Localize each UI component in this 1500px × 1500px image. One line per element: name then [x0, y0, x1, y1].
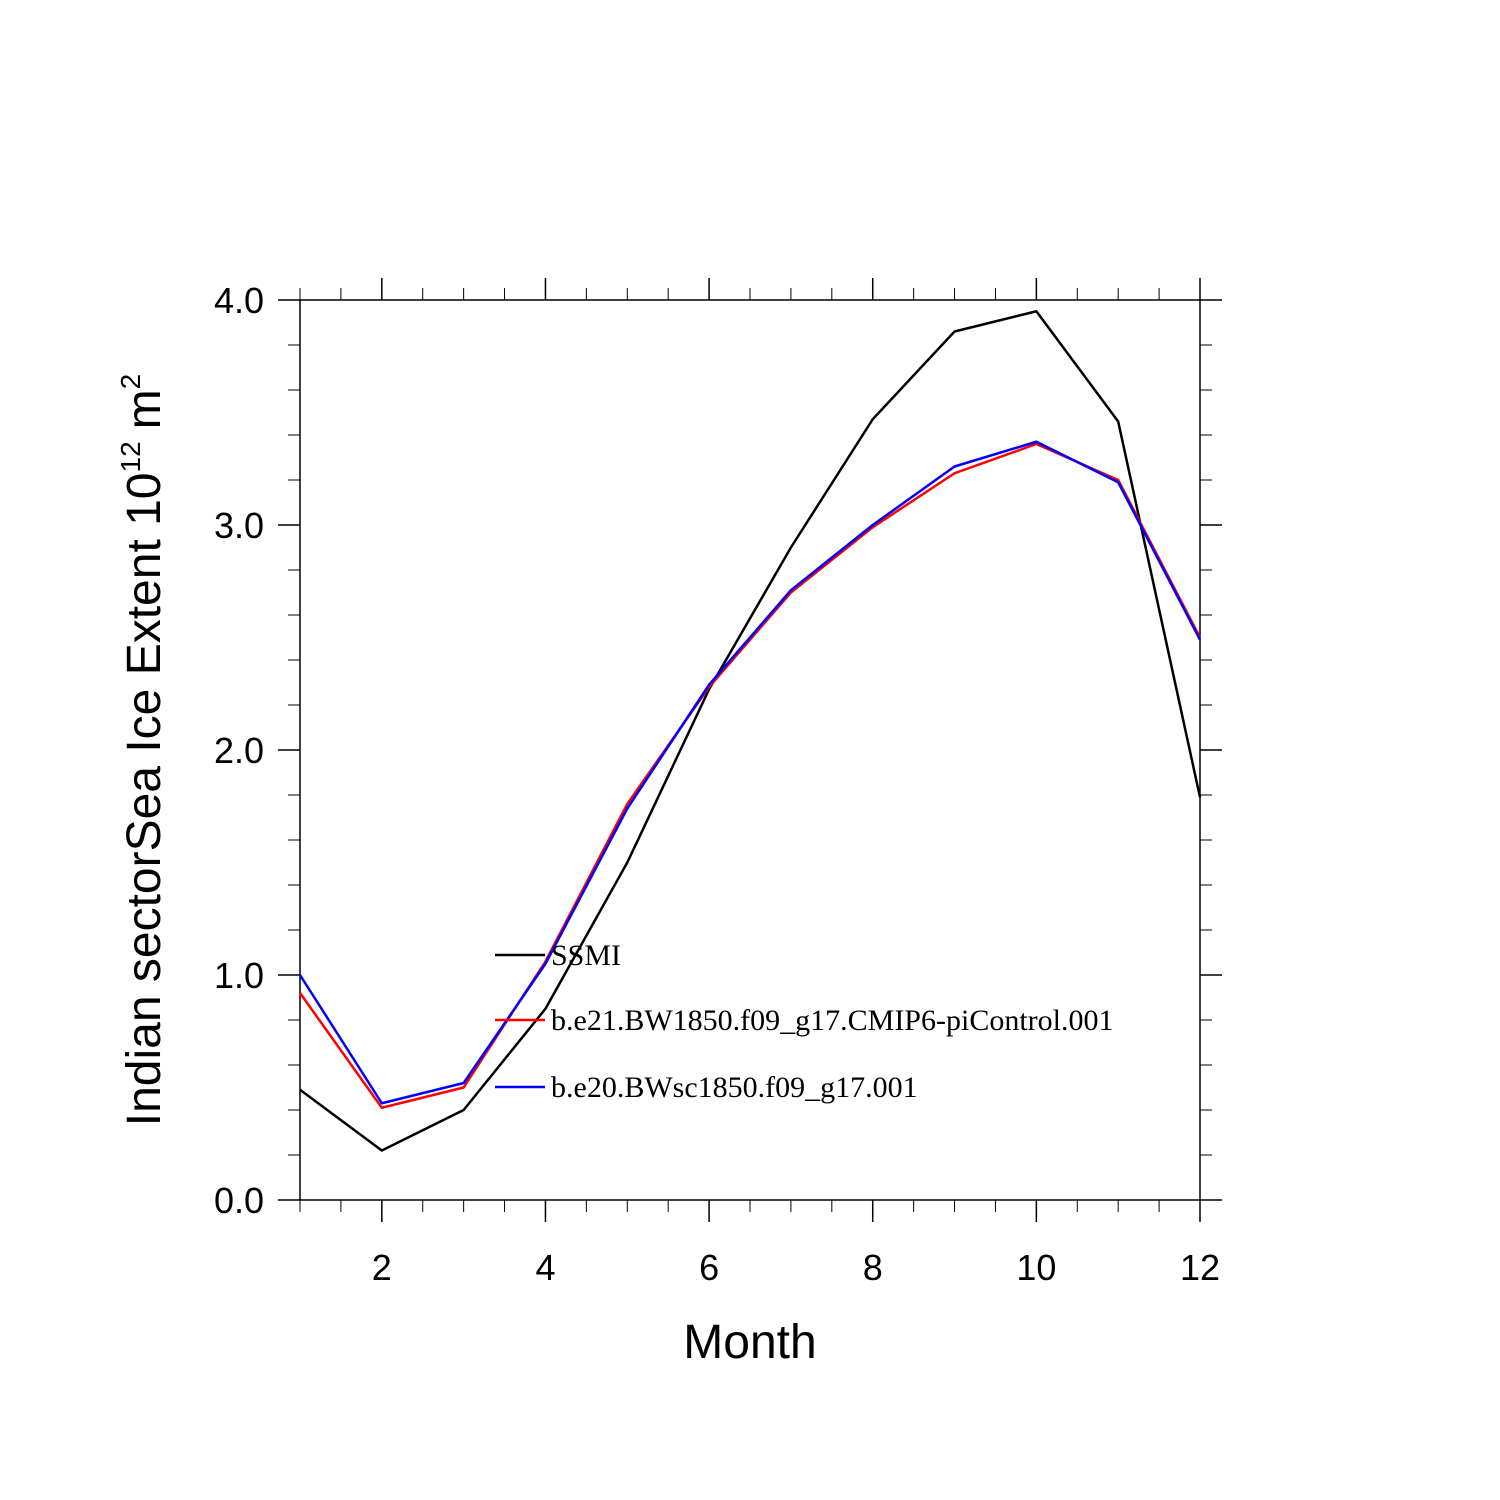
y-axis-title-unit: m [118, 389, 171, 429]
series-lines [298, 310, 1202, 1152]
series-line-0 [299, 310, 1202, 1152]
plot-frame [299, 299, 1201, 1201]
legend-label-bw1850: b.e21.BW1850.f09_g17.CMIP6-piControl.001 [551, 1004, 1114, 1037]
y-tick-label: 2.0 [214, 730, 264, 771]
x-axis-title: Month [683, 1316, 816, 1369]
x-tick-label: 10 [1016, 1247, 1056, 1288]
y-axis-title-main: Indian sectorSea Ice Extent 10 [118, 472, 171, 1126]
y-tick-label: 1.0 [214, 955, 264, 996]
y-tick-label: 0.0 [214, 1180, 264, 1221]
x-tick-label: 6 [699, 1247, 719, 1288]
y-tick-label: 4.0 [214, 280, 264, 321]
series-line-2 [298, 440, 1202, 1105]
y-axis-title-unit-exponent: 2 [115, 374, 146, 390]
x-tick-label: 4 [535, 1247, 555, 1288]
x-tick-label: 12 [1180, 1247, 1220, 1288]
x-tick-label: 8 [863, 1247, 883, 1288]
y-tick-label: 3.0 [214, 505, 264, 546]
legend-label-bwsc1850: b.e20.BWsc1850.f09_g17.001 [551, 1071, 918, 1104]
axis-ticks [278, 278, 1222, 1222]
y-axis-title-exponent: 12 [115, 441, 146, 472]
x-tick-label: 2 [372, 1247, 392, 1288]
series-line-1 [298, 442, 1202, 1109]
legend-label-ssmi: SSMI [551, 939, 621, 972]
y-axis-title: Indian sectorSea Ice Extent 1012 m2 [115, 374, 171, 1126]
legend: SSMI b.e21.BW1850.f09_g17.CMIP6-piContro… [495, 939, 1114, 1104]
axis-tick-labels: 2 4 6 8 10 12 0.0 1.0 2.0 3.0 4.0 [214, 280, 1220, 1288]
